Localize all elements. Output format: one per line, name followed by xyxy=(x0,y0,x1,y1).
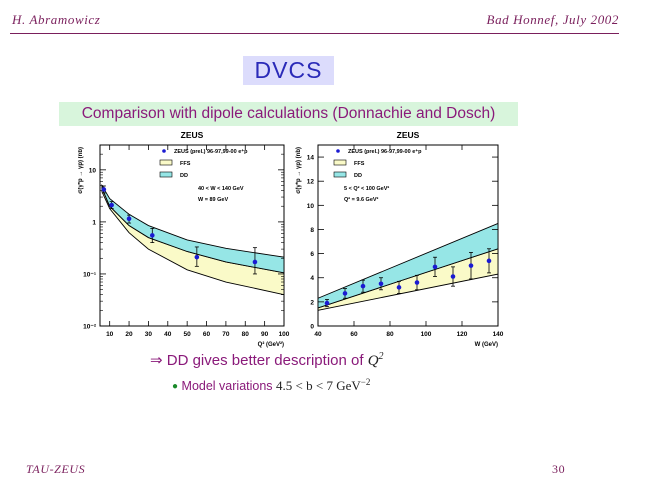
x-tick-label: 10 xyxy=(106,331,114,338)
legend-label-dd: DD xyxy=(180,173,188,179)
data-point xyxy=(468,263,474,268)
bullet-dot-icon: ● xyxy=(172,381,179,393)
legend-swatch-ffs xyxy=(333,159,347,166)
chart-w-dependence: 40 60 80 100 120 140 0 2 4 6 8 10 12 14 ZEUS W (GeV) σ(γ… xyxy=(296,130,504,348)
y-tick-label: 10 xyxy=(307,203,315,210)
y-tick-label: 2 xyxy=(310,299,314,306)
page-number: 30 xyxy=(552,462,566,476)
y-axis-label: σ(γ*p → γp) (nb) xyxy=(296,147,302,194)
data-point xyxy=(450,274,456,279)
data-point xyxy=(432,264,438,270)
chart-title: ZEUS xyxy=(397,130,420,140)
x-tick-label: 20 xyxy=(125,331,133,338)
chart-annotation: W = 89 GeV xyxy=(198,197,228,203)
slide-title: DVCS xyxy=(243,56,334,85)
band-dd xyxy=(101,183,285,274)
x-tick-label: 120 xyxy=(457,331,468,338)
data-point xyxy=(360,283,366,289)
x-tick-label: 50 xyxy=(184,331,192,338)
data-point xyxy=(324,300,330,306)
legend-swatch-ffs xyxy=(159,159,173,166)
chart-annotation: 40 < W < 140 GeV xyxy=(198,186,244,192)
header-rule xyxy=(10,33,619,34)
plot-frame xyxy=(99,144,285,327)
legend-marker-data xyxy=(336,149,340,153)
x-tick-label: 140 xyxy=(493,331,504,338)
x-tick-label: 100 xyxy=(279,331,290,338)
bullet-main: ⇒ DD gives better description of Q2 xyxy=(150,351,384,370)
x-tick-label: 90 xyxy=(261,331,269,338)
y-tick-label: 6 xyxy=(310,251,314,258)
x-tick-label: 70 xyxy=(222,331,230,338)
chart-annotation: Q² = 9.6 GeV² xyxy=(344,196,379,203)
x-tick-label: 30 xyxy=(145,331,153,338)
bullet-sub-text: Model variations xyxy=(181,379,277,394)
footer-label: TAU-ZEUS xyxy=(26,462,86,476)
y-tick-label: 14 xyxy=(307,155,315,162)
x-tick-label: 40 xyxy=(314,331,322,338)
y-tick-label: 10 xyxy=(89,167,97,174)
header-venue: Bad Honnef, July 2002 xyxy=(486,12,619,27)
legend-marker-data xyxy=(162,149,166,153)
y-axis-label: σ(γ*p → γp) (nb) xyxy=(78,147,84,194)
arrow-icon: ⇒ xyxy=(150,352,163,369)
data-point xyxy=(109,202,114,208)
y-tick-label: 10⁻¹ xyxy=(83,271,96,278)
legend-label-ffs: FFS xyxy=(180,161,191,167)
data-point xyxy=(252,259,258,265)
x-axis-label: W (GeV) xyxy=(475,342,498,348)
data-point xyxy=(486,258,492,264)
y-tick-label: 12 xyxy=(307,179,315,186)
x-tick-label: 60 xyxy=(203,331,211,338)
chart-annotation: 5 < Q² < 100 GeV² xyxy=(344,185,389,192)
legend-label-dd: DD xyxy=(354,173,362,179)
bullet-sub-math: 4.5 < b < 7 GeV xyxy=(276,378,361,394)
data-point xyxy=(414,280,420,285)
data-point xyxy=(101,187,107,192)
y-tick-label: 10⁻² xyxy=(83,324,97,331)
chart-q2-dependence: 10 20 30 40 50 60 70 80 90 100 10⁻² 10⁻¹ 1 10 ZEUS Q² (… xyxy=(78,130,290,348)
legend-label-data: ZEUS (prel.) 96-97,99-00 e⁺p xyxy=(348,148,422,155)
data-point xyxy=(396,285,402,290)
x-axis-label: Q² (GeV²) xyxy=(258,341,284,348)
data-point xyxy=(194,254,200,260)
data-point xyxy=(149,233,155,238)
legend-label-ffs: FFS xyxy=(354,161,365,167)
y-tick-label: 1 xyxy=(92,219,96,226)
data-point xyxy=(342,291,348,296)
x-tick-label: 80 xyxy=(386,331,394,338)
x-tick-label: 60 xyxy=(350,331,358,338)
data-point xyxy=(126,216,132,222)
y-tick-label: 8 xyxy=(310,227,314,234)
y-tick-label: 0 xyxy=(310,324,314,331)
x-tick-label: 80 xyxy=(242,331,250,338)
header-author: H. Abramowicz xyxy=(12,12,101,27)
bullet-main-var: Q xyxy=(367,353,379,369)
x-tick-label: 40 xyxy=(164,331,172,338)
bullet-main-text: DD gives better description of xyxy=(166,352,368,369)
legend-swatch-dd xyxy=(333,171,347,178)
chart-title: ZEUS xyxy=(181,130,204,140)
legend-swatch-dd xyxy=(159,171,173,178)
bullet-main-sup: 2 xyxy=(378,351,384,362)
data-point xyxy=(378,281,384,287)
x-tick-label: 100 xyxy=(421,331,432,338)
bullet-sub-sup: −2 xyxy=(360,377,371,387)
legend-label-data: ZEUS (prel.) 96-97,99-00 e⁺p xyxy=(174,148,248,155)
y-tick-label: 4 xyxy=(310,275,314,282)
slide-subtitle: Comparison with dipole calculations (Don… xyxy=(59,102,518,126)
bullet-sub: ● Model variations 4.5 < b < 7 GeV−2 xyxy=(172,377,370,394)
